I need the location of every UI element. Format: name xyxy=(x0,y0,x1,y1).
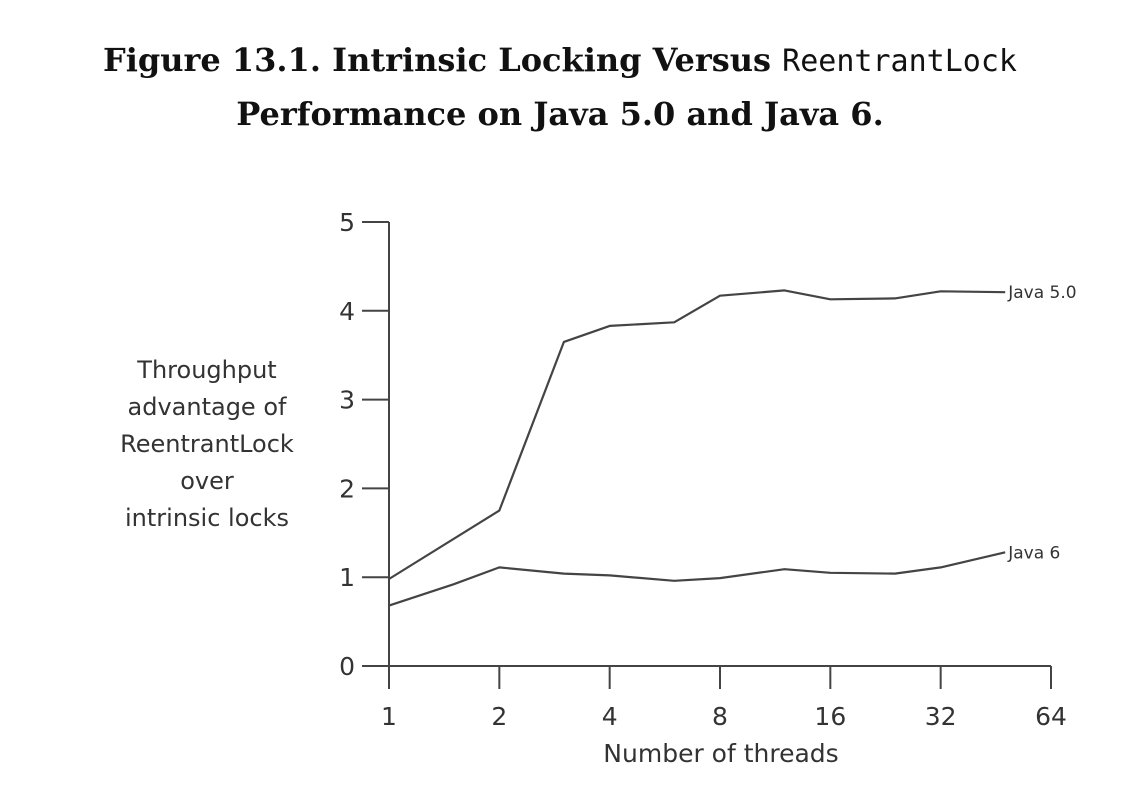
x-tick-label: 16 xyxy=(814,702,846,731)
caption-line-2: Performance on Java 5.0 and Java 6. xyxy=(236,95,884,133)
series-label-0: Java 5.0 xyxy=(1007,283,1076,303)
x-tick-label: 1 xyxy=(381,702,397,731)
x-axis-label: Number of threads xyxy=(603,739,838,768)
y-axis-label-line: advantage of xyxy=(127,393,287,421)
caption-line-1: Figure 13.1. Intrinsic Locking Versus Re… xyxy=(0,34,1120,88)
chart-series: Java 5.0 Java 6 xyxy=(388,283,1077,607)
caption-code: ReentrantLock xyxy=(782,44,1017,79)
series-line-0 xyxy=(388,289,1006,580)
y-tick-label: 3 xyxy=(339,386,355,415)
series-label-1: Java 6 xyxy=(1007,543,1060,563)
y-axis-label-line: ReentrantLock xyxy=(120,430,294,458)
x-tick-label: 2 xyxy=(491,702,507,731)
y-axis-label: Throughput advantage of ReentrantLock ov… xyxy=(96,352,318,537)
y-tick-label: 1 xyxy=(339,563,355,592)
y-tick-label: 0 xyxy=(339,652,355,681)
y-tick-label: 5 xyxy=(339,208,355,237)
x-tick-label: 4 xyxy=(602,702,618,731)
y-axis-label-line: intrinsic locks xyxy=(125,504,289,532)
x-tick-label: 64 xyxy=(1035,702,1067,731)
x-tick-label: 8 xyxy=(712,702,728,731)
caption-prefix: Figure 13.1. Intrinsic Locking Versus xyxy=(103,41,772,79)
y-tick-label: 4 xyxy=(339,297,355,326)
x-tick-label: 32 xyxy=(925,702,957,731)
series-line-1 xyxy=(388,551,1006,607)
figure-caption: Figure 13.1. Intrinsic Locking Versus Re… xyxy=(0,34,1120,141)
y-axis-label-line: Throughput xyxy=(137,356,277,384)
y-tick-label: 2 xyxy=(339,474,355,503)
y-axis-label-line: over xyxy=(180,467,234,495)
